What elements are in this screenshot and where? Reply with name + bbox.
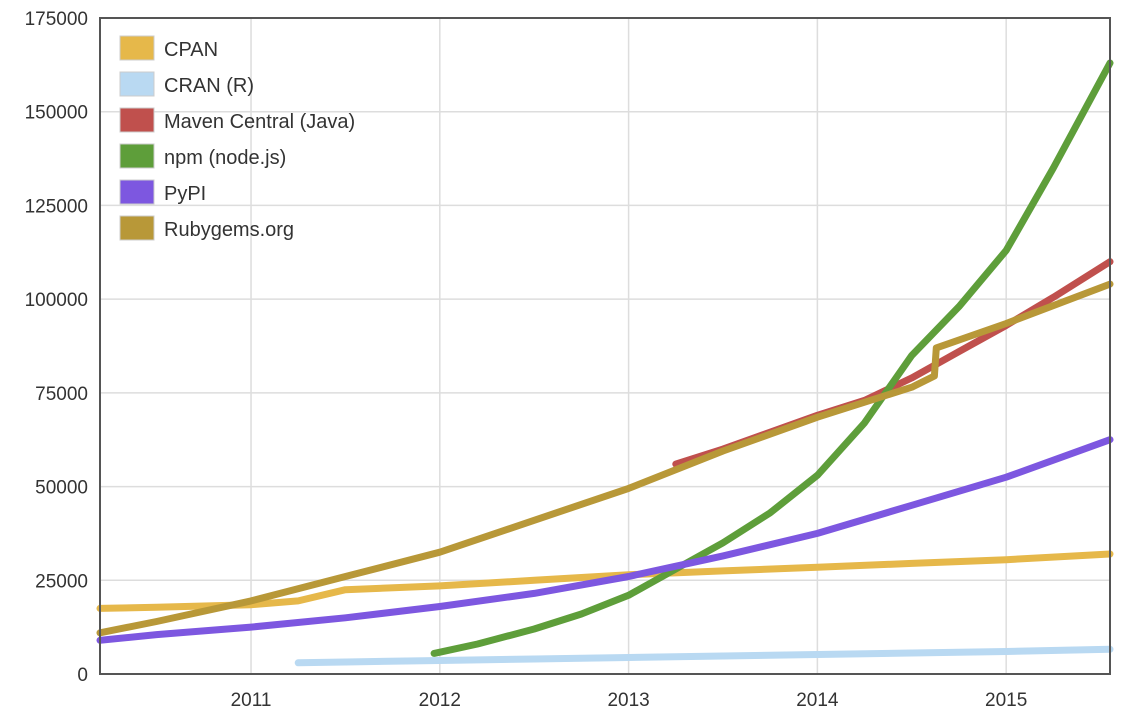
legend-label-cpan: CPAN bbox=[164, 39, 218, 61]
y-axis-ticks: 0 25000 50000 75000 100000 125000 150000 175000 bbox=[25, 9, 88, 686]
legend-swatch-cpan bbox=[119, 35, 155, 61]
legend-label-rubygems-org: Rubygems.org bbox=[164, 219, 294, 241]
y-tick-label: 175000 bbox=[25, 9, 88, 30]
x-tick-label: 2011 bbox=[231, 690, 272, 711]
legend: CPAN CRAN (R) Maven Central (Java) npm (nod… bbox=[119, 35, 355, 241]
series-line-cpan bbox=[96, 550, 1114, 612]
x-tick-label: 2013 bbox=[607, 690, 649, 711]
legend-label-cran-r: CRAN (R) bbox=[164, 75, 254, 97]
x-tick-label: 2015 bbox=[985, 690, 1027, 711]
legend-swatch-maven-central-java bbox=[119, 107, 155, 133]
series-line-rubygems-org bbox=[96, 280, 1114, 637]
legend-swatch-npm-node-js bbox=[119, 143, 155, 169]
legend-swatch-cran-r bbox=[119, 71, 155, 97]
series-line-pypi bbox=[96, 436, 1114, 644]
x-tick-label: 2014 bbox=[796, 690, 839, 711]
legend-label-pypi: PyPI bbox=[164, 183, 206, 205]
x-tick-label: 2012 bbox=[419, 690, 461, 711]
y-tick-label: 50000 bbox=[35, 478, 88, 499]
legend-swatch-pypi bbox=[119, 179, 155, 205]
series-line-npm-node-js bbox=[430, 59, 1114, 657]
y-tick-label: 0 bbox=[77, 665, 88, 686]
y-tick-label: 150000 bbox=[25, 103, 88, 124]
y-tick-label: 75000 bbox=[35, 384, 88, 405]
legend-label-npm-node-js: npm (node.js) bbox=[164, 147, 286, 169]
series-line-cran-r bbox=[294, 645, 1114, 667]
legend-label-maven-central-java: Maven Central (Java) bbox=[164, 111, 355, 133]
legend-swatch-rubygems-org bbox=[119, 215, 155, 241]
y-tick-label: 25000 bbox=[35, 571, 88, 592]
plot-frame bbox=[99, 17, 1111, 675]
x-axis-ticks: 2011 2012 2013 2014 2015 bbox=[231, 690, 1028, 711]
y-tick-label: 100000 bbox=[25, 290, 88, 311]
series-lines bbox=[96, 59, 1114, 667]
y-tick-label: 125000 bbox=[25, 196, 88, 217]
